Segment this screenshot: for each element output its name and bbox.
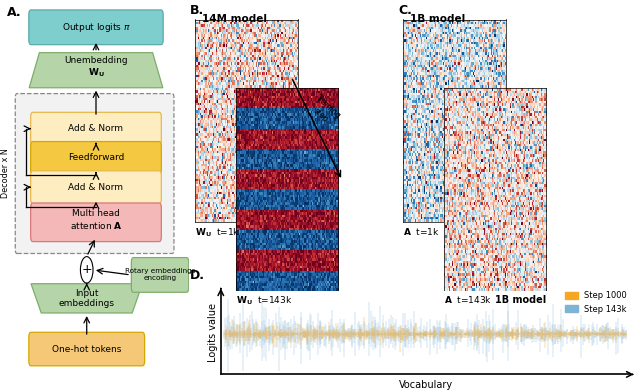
Y-axis label: Logits value: Logits value xyxy=(208,303,218,362)
FancyBboxPatch shape xyxy=(29,332,145,366)
FancyBboxPatch shape xyxy=(15,94,174,254)
Text: Rotary embeddings
encoding: Rotary embeddings encoding xyxy=(125,268,195,282)
Text: Multi head
attention $\mathbf{A}$: Multi head attention $\mathbf{A}$ xyxy=(70,209,122,231)
Text: Add & Norm: Add & Norm xyxy=(68,124,124,133)
Text: 1B model: 1B model xyxy=(495,295,547,305)
Text: $\mathbf{A}$  t=143k: $\mathbf{A}$ t=143k xyxy=(444,294,492,305)
Text: +: + xyxy=(81,263,92,277)
Text: $\mathbf{W_U}$  t=1k: $\mathbf{W_U}$ t=1k xyxy=(195,226,241,239)
Text: Feedforward: Feedforward xyxy=(68,153,124,163)
Text: D.: D. xyxy=(189,269,204,282)
Text: 14M model: 14M model xyxy=(202,14,267,24)
FancyBboxPatch shape xyxy=(131,258,189,292)
Text: B.: B. xyxy=(189,4,204,17)
Text: Input
embeddings: Input embeddings xyxy=(59,289,115,308)
FancyBboxPatch shape xyxy=(31,171,161,204)
Text: 1B model: 1B model xyxy=(410,14,465,24)
Text: $\mathbf{W_U}$  t=143k: $\mathbf{W_U}$ t=143k xyxy=(236,294,292,307)
FancyBboxPatch shape xyxy=(31,203,161,241)
Text: Add & Norm: Add & Norm xyxy=(68,183,124,192)
FancyBboxPatch shape xyxy=(29,10,163,44)
Legend: Step 1000, Step 143k: Step 1000, Step 143k xyxy=(562,288,630,317)
Circle shape xyxy=(81,257,93,283)
Text: Decoder x N: Decoder x N xyxy=(1,149,10,199)
Text: A.: A. xyxy=(7,6,22,19)
Polygon shape xyxy=(31,284,142,313)
Text: Training
step: Training step xyxy=(307,94,342,128)
Text: Unembedding
$\mathbf{W_U}$: Unembedding $\mathbf{W_U}$ xyxy=(64,56,128,79)
Text: One-hot tokens: One-hot tokens xyxy=(52,344,122,354)
Text: Output logits $\pi$: Output logits $\pi$ xyxy=(61,21,131,34)
Text: $\mathbf{A}$  t=1k: $\mathbf{A}$ t=1k xyxy=(403,226,440,237)
FancyBboxPatch shape xyxy=(31,142,161,174)
Polygon shape xyxy=(29,53,163,88)
FancyBboxPatch shape xyxy=(31,112,161,145)
X-axis label: Vocabulary: Vocabulary xyxy=(399,380,452,390)
Text: C.: C. xyxy=(398,4,412,17)
